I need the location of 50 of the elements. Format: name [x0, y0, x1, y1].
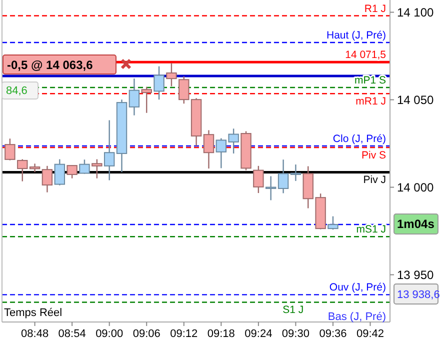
x-tick-label: 08:48 — [21, 328, 49, 340]
ref-line-label: Piv J — [363, 174, 386, 186]
ref-line-label: mP1 S — [354, 74, 386, 86]
text: 1m04s — [397, 217, 435, 232]
candlestick — [265, 176, 276, 201]
y-tick-label: 13 950 — [397, 268, 434, 282]
ref-line-label: mS1 J — [356, 224, 386, 236]
y-tick-label: 14 050 — [397, 92, 434, 107]
x-tick-label: 09:24 — [244, 328, 272, 340]
annotation: -0,5 @ 14 063,6 — [7, 58, 94, 72]
candlestick — [166, 62, 177, 87]
candlestick — [290, 164, 302, 182]
x-tick-label: 09:00 — [96, 328, 124, 340]
candlestick — [54, 158, 66, 186]
x-tick-label: 09:42 — [356, 328, 384, 340]
x-tick-label: 09:18 — [207, 328, 235, 340]
candlestick — [66, 164, 78, 179]
text: 13 938,6 — [397, 288, 440, 301]
candlestick — [79, 159, 90, 174]
candlestick — [203, 130, 214, 170]
x-tick-label: 09:36 — [319, 328, 347, 340]
y-tick-label: 14 100 — [397, 5, 434, 20]
ref-line-label: R1 J — [364, 2, 386, 15]
candlestick — [154, 66, 164, 100]
x-tick-label: 09:30 — [282, 328, 310, 340]
x-tick-label: 09:12 — [170, 328, 198, 340]
annotation: Temps Réel — [4, 307, 62, 319]
ref-line-label: Piv S — [361, 150, 386, 162]
ref-line-label: S1 J — [282, 304, 304, 316]
ref-line-label: mR1 J — [356, 96, 386, 108]
ref-line-label: Haut (J, Pré) — [326, 30, 386, 42]
candlestick — [104, 120, 115, 181]
candlestick — [128, 78, 140, 116]
candlestick — [178, 76, 190, 104]
candlestick — [253, 165, 264, 194]
annotation: 84,6 — [6, 85, 28, 97]
candlestick — [278, 159, 289, 194]
candlestick — [141, 86, 152, 114]
candlestick — [42, 165, 53, 193]
annotation: Bas (J, Pré) — [328, 311, 386, 323]
x-tick-label: 08:54 — [58, 328, 86, 340]
ref-line-label: 14 071,5 — [345, 49, 386, 62]
x-tick-label: 09:06 — [132, 328, 160, 340]
ref-line-label: Ouv (J, Pré) — [329, 282, 386, 294]
candlestick — [92, 158, 102, 179]
candlestick — [17, 158, 28, 182]
ref-line-label: Clo (J, Pré) — [332, 132, 386, 145]
y-tick-label: 14 000 — [397, 180, 434, 194]
candlestick — [328, 216, 338, 230]
candlestick — [4, 138, 16, 161]
